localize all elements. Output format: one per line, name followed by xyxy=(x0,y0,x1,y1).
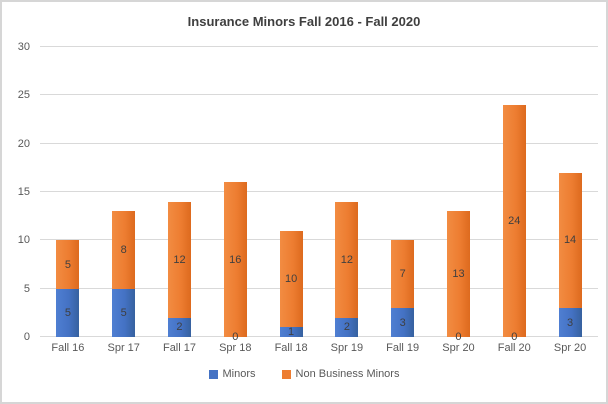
value-label: 24 xyxy=(508,215,521,227)
gridline xyxy=(40,287,598,289)
bar-segment: 8 xyxy=(112,211,136,289)
value-label: 5 xyxy=(120,306,127,319)
legend-label-non-business-minors: Non Business Minors xyxy=(295,368,400,380)
value-label: 3 xyxy=(399,316,406,329)
bar-column: 10 1 xyxy=(263,47,319,339)
bar-segment: 5 xyxy=(56,240,80,289)
gridline xyxy=(40,142,598,144)
bar-segment: 12 xyxy=(167,201,191,318)
bar-segment: 10 xyxy=(279,230,303,328)
value-label: 5 xyxy=(64,306,71,319)
minors-swatch-icon xyxy=(208,369,218,379)
legend-item-non-business-minors: Non Business Minors xyxy=(281,368,400,380)
bar-segment: 1 xyxy=(279,326,303,339)
bar-segment: 3 xyxy=(558,308,582,337)
stacked-bar: 12 2 xyxy=(167,201,191,337)
value-label: 10 xyxy=(284,273,298,286)
bar-column: 24 0 xyxy=(486,47,542,343)
y-axis: 0 5 10 15 20 25 30 xyxy=(2,41,34,343)
legend: Minors Non Business Minors xyxy=(2,368,606,380)
plot-area: 5 5 8 5 12 2 16 0 10 1 12 2 7 3 13 0 24 0 14 3 xyxy=(40,46,598,343)
x-axis-label: Fall 20 xyxy=(497,342,531,354)
x-axis-label: Spr 18 xyxy=(219,342,252,354)
y-axis-tick-label: 25 xyxy=(17,89,30,102)
value-label: 2 xyxy=(176,321,183,334)
value-label: 5 xyxy=(64,258,71,271)
bar-segment: 7 xyxy=(391,240,415,308)
y-axis-tick-label: 20 xyxy=(17,137,30,150)
bar-column: 13 0 xyxy=(431,47,487,343)
bars-container: 5 5 8 5 12 2 16 0 10 1 12 2 7 3 13 0 24 0 14 3 xyxy=(40,47,598,343)
bar-column: 12 2 xyxy=(319,47,375,337)
value-label: 13 xyxy=(452,268,465,281)
legend-label-minors: Minors xyxy=(222,368,256,380)
value-label: 12 xyxy=(340,253,353,266)
value-label: 3 xyxy=(567,316,574,329)
non-business-minors-swatch-icon xyxy=(281,369,291,379)
bar-segment: 5 xyxy=(56,288,80,337)
value-label: 2 xyxy=(343,321,350,334)
y-axis-tick-label: 15 xyxy=(17,186,30,198)
bar-column: 12 2 xyxy=(152,47,208,337)
bar-segment: 12 xyxy=(335,201,359,318)
value-label: 1 xyxy=(288,326,295,339)
bar-segment: 3 xyxy=(391,308,415,337)
value-label: 14 xyxy=(563,234,577,247)
value-label: 16 xyxy=(229,253,242,266)
value-label: 7 xyxy=(399,268,406,281)
x-axis-label: Fall 18 xyxy=(274,342,308,354)
x-axis-label: Fall 19 xyxy=(386,342,420,354)
x-axis-label: Fall 16 xyxy=(51,342,85,354)
bar-segment: 14 xyxy=(558,172,582,308)
bar-segment: 24 xyxy=(502,105,526,337)
value-label: 0 xyxy=(511,331,518,343)
stacked-bar: 13 0 xyxy=(446,211,470,343)
stacked-bar: 24 0 xyxy=(502,105,526,343)
gridline xyxy=(40,336,598,337)
value-label: 8 xyxy=(120,244,127,256)
x-axis: Fall 16 Spr 17 Fall 17 Spr 18 Fall 18 Spr 19 F… xyxy=(40,342,598,354)
x-axis-label: Spr 19 xyxy=(330,342,364,354)
y-axis-tick-label: 5 xyxy=(23,282,30,295)
bar-segment: 2 xyxy=(167,317,191,337)
gridline xyxy=(40,239,598,241)
stacked-bar: 10 1 xyxy=(279,230,303,339)
x-axis-label: Spr 17 xyxy=(107,342,140,354)
bar-segment: 5 xyxy=(112,288,136,337)
y-axis-tick-label: 30 xyxy=(17,41,30,53)
bar-column: 16 0 xyxy=(207,47,263,343)
chart-title: Insurance Minors Fall 2016 - Fall 2020 xyxy=(187,14,421,29)
legend-item-minors: Minors xyxy=(208,368,256,380)
bar-segment: 2 xyxy=(335,317,359,337)
y-axis-tick-label: 10 xyxy=(17,234,30,247)
y-axis-tick-label: 0 xyxy=(23,331,30,343)
stacked-bar: 16 0 xyxy=(223,182,247,343)
x-axis-label: Fall 17 xyxy=(162,342,196,354)
value-label: 12 xyxy=(173,253,186,266)
bar-column: 14 3 xyxy=(542,47,598,337)
value-label: 0 xyxy=(455,331,462,343)
bar-segment: 16 xyxy=(223,182,247,337)
gridline xyxy=(40,46,598,47)
bar-segment: 13 xyxy=(446,211,470,337)
x-axis-label: Spr 20 xyxy=(442,342,475,354)
gridline xyxy=(40,94,598,96)
value-label: 0 xyxy=(232,331,239,343)
gridline xyxy=(40,191,598,192)
stacked-bar: 12 2 xyxy=(335,201,359,337)
x-axis-label: Spr 20 xyxy=(553,342,587,354)
stacked-bar: 14 3 xyxy=(558,172,582,337)
